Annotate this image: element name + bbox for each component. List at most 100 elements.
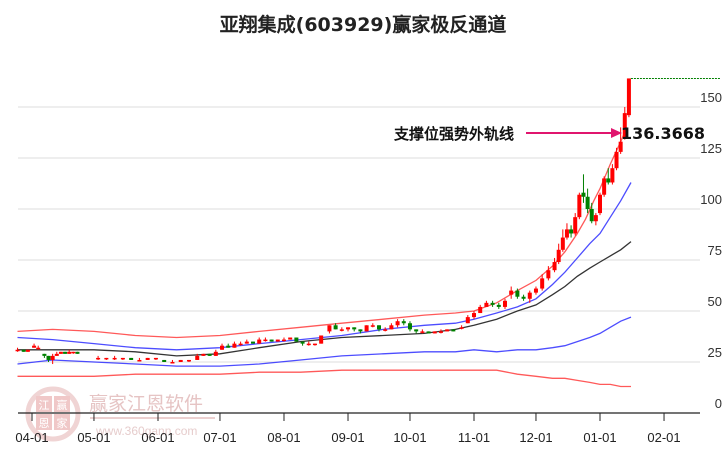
candle-body	[581, 192, 586, 197]
candle-body	[96, 357, 101, 360]
candle-body	[58, 351, 63, 354]
candle-body	[257, 339, 262, 344]
candle-body	[432, 331, 437, 334]
candle-body	[145, 357, 150, 360]
candle-body	[626, 78, 631, 116]
candle-body	[598, 194, 602, 214]
candle-body	[589, 209, 594, 222]
candle-body	[195, 355, 200, 360]
candle-body	[527, 292, 532, 299]
candle-body	[407, 323, 412, 330]
candle-body	[129, 357, 134, 360]
candle-body	[50, 355, 55, 360]
candle-body	[178, 359, 183, 362]
candle-body	[445, 329, 450, 332]
x-tick-label: 08-01	[267, 430, 300, 445]
candle-body	[213, 351, 218, 356]
candle-body	[251, 341, 256, 344]
candle-body	[438, 331, 443, 333]
candle-body	[281, 339, 286, 342]
candle-body	[15, 349, 20, 352]
watermark-logo-char: 江	[39, 399, 50, 412]
candle-body	[376, 325, 381, 330]
candle-body	[21, 349, 26, 352]
candle-body	[552, 262, 557, 271]
candle-body	[36, 347, 41, 350]
candle-body	[564, 229, 569, 238]
candle-body	[333, 325, 338, 330]
candle-body	[585, 196, 590, 209]
line-middle	[17, 241, 632, 357]
watermark-logo-char: 赢	[57, 398, 68, 412]
candle-body	[459, 327, 464, 329]
candle-body	[63, 351, 68, 354]
grid-lines	[18, 106, 700, 363]
candle-body	[201, 353, 206, 356]
candle-body	[478, 306, 483, 314]
x-axis: 04-01 05-01 06-01 07-01 08-01 09-01 10-01 11-01…	[15, 412, 700, 445]
candle-body	[546, 270, 551, 279]
candle-body	[358, 329, 363, 332]
candle-body	[32, 345, 37, 348]
candle-body	[614, 151, 619, 169]
candle-body	[465, 317, 470, 324]
candle-body	[238, 343, 243, 346]
x-tick-label: 06-01	[141, 430, 174, 445]
line-outer_upper	[17, 127, 628, 339]
annotation-value: 136.3668	[621, 124, 705, 143]
y-tick-label: 75	[708, 243, 722, 258]
candle-body	[414, 329, 419, 332]
candle-body	[370, 325, 375, 327]
watermark-logo-char: 恩	[39, 417, 50, 430]
x-tick-label: 09-01	[331, 430, 364, 445]
candle-body	[472, 313, 477, 318]
y-tick-label: 25	[708, 345, 722, 360]
candle-body	[515, 290, 520, 297]
candle-body	[533, 288, 538, 293]
line-inner_upper	[17, 182, 632, 351]
candle-body	[244, 341, 249, 344]
y-tick-label: 125	[700, 141, 722, 156]
candle-body	[269, 339, 274, 342]
x-tick-label: 12-01	[519, 430, 552, 445]
candle-body	[25, 349, 30, 352]
candle-body	[104, 357, 109, 360]
watermark: 江 赢 恩 家 赢家江恩软件 www.360gann.com	[25, 386, 215, 442]
candle-body	[54, 353, 59, 356]
annotation: 支撑位强势外轨线 136.3668	[393, 124, 705, 143]
candle-body	[401, 321, 406, 324]
watermark-url: www.360gann.com	[95, 424, 197, 438]
candle-body	[294, 337, 299, 342]
x-tick-label: 02-01	[647, 430, 680, 445]
candle-body	[352, 327, 357, 330]
candle-body	[521, 296, 526, 299]
candle-body	[593, 215, 598, 222]
candle-body	[71, 351, 76, 354]
candle-body	[300, 341, 305, 344]
candle-body	[484, 302, 489, 307]
candle-body	[556, 249, 561, 263]
candle-body	[288, 337, 293, 340]
x-tick-label: 11-01	[458, 430, 490, 445]
candle-body	[618, 141, 623, 152]
y-tick-label: 50	[708, 294, 722, 309]
candle-body	[275, 339, 280, 342]
y-axis: 0 25 50 75 100 125 150	[700, 90, 722, 411]
line-inner_lower	[17, 316, 632, 367]
candle-body	[395, 321, 400, 326]
candle-body	[502, 300, 507, 307]
candle-body	[75, 351, 80, 354]
candle-body	[490, 302, 495, 305]
candle-body	[42, 353, 47, 356]
candle-body	[602, 178, 607, 195]
candle-body	[339, 329, 344, 331]
candle-body	[319, 335, 324, 344]
candle-body	[263, 339, 268, 342]
y-tick-label: 150	[700, 90, 722, 105]
candle-body	[577, 194, 582, 218]
y-tick-label: 100	[700, 192, 722, 207]
candle-body	[426, 331, 431, 334]
candle-body	[327, 325, 332, 332]
candle-body	[137, 359, 142, 362]
